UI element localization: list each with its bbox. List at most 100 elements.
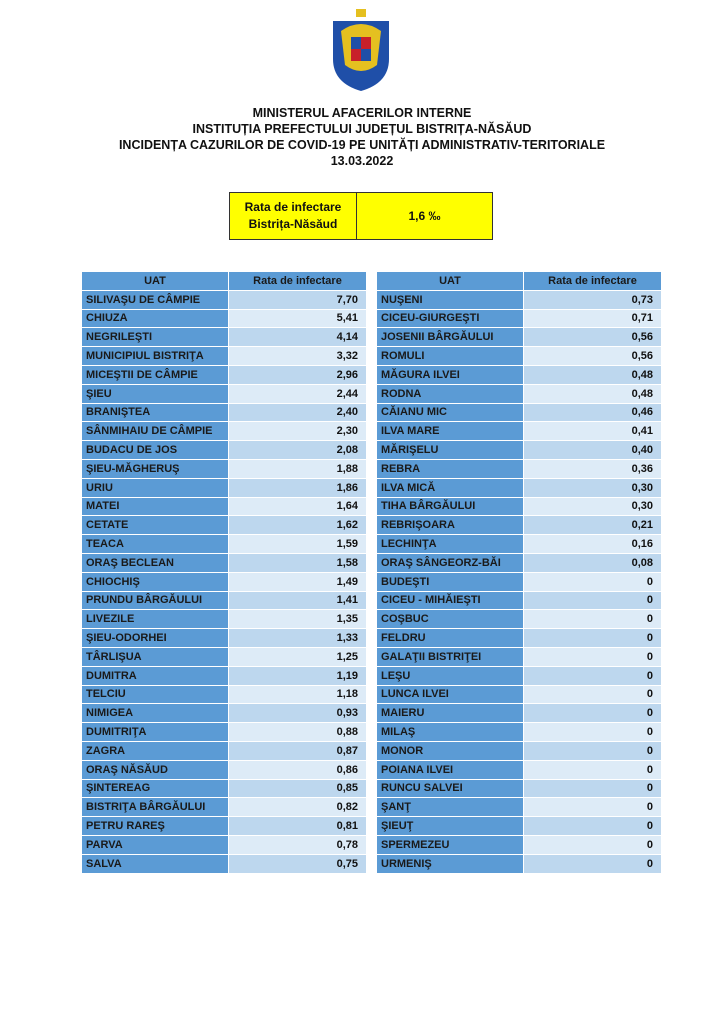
table-row: MUNICIPIUL BISTRIŢA 3,32 bbox=[81, 346, 367, 366]
table-row: NEGRILEŞTI 4,14 bbox=[81, 327, 367, 348]
table-row: SÂNMIHAIU DE CÂMPIE 2,30 bbox=[81, 421, 367, 442]
infection-rate: 0,71 bbox=[523, 308, 662, 329]
infection-rate: 1,33 bbox=[228, 628, 367, 648]
uat-name: POIANA ILVEI bbox=[376, 759, 524, 780]
infection-rate: 1,35 bbox=[228, 609, 367, 630]
uat-name: NUŞENI bbox=[376, 289, 524, 310]
table-row: BUDEŞTI 0 bbox=[376, 571, 662, 592]
infection-rate: 1,86 bbox=[228, 477, 367, 498]
table-row: REBRA 0,36 bbox=[376, 458, 662, 479]
uat-name: MONOR bbox=[376, 740, 524, 761]
uat-name: PRUNDU BÂRGĂULUI bbox=[81, 590, 229, 611]
uat-name: ORAŞ SÂNGEORZ-BĂI bbox=[376, 552, 524, 573]
infection-rate: 0 bbox=[523, 646, 662, 667]
infection-rate: 0 bbox=[523, 853, 662, 874]
ministry-title: MINISTERUL AFACERILOR INTERNE bbox=[252, 106, 472, 120]
uat-name: TELCIU bbox=[81, 684, 229, 705]
infection-rate: 0 bbox=[523, 759, 662, 780]
infection-rate: 0,46 bbox=[523, 402, 662, 423]
infection-rate: 0,56 bbox=[523, 327, 662, 348]
institution-title: INSTITUȚIA PREFECTULUI JUDEȚUL BISTRIȚA-… bbox=[192, 122, 532, 136]
uat-name: GALAŢII BISTRIŢEI bbox=[376, 646, 524, 667]
uat-name: RODNA bbox=[376, 383, 524, 404]
table-row: ORAŞ SÂNGEORZ-BĂI 0,08 bbox=[376, 552, 662, 573]
infection-rate: 0,16 bbox=[523, 534, 662, 554]
table-row: ŞIEUŢ 0 bbox=[376, 816, 662, 836]
infection-rate: 0,81 bbox=[228, 816, 367, 836]
uat-name: LEŞU bbox=[376, 665, 524, 686]
infection-rate: 0,73 bbox=[523, 289, 662, 310]
table-row: CHIUZA 5,41 bbox=[81, 308, 367, 329]
infection-rate: 5,41 bbox=[228, 308, 367, 329]
infection-rate: 1,62 bbox=[228, 515, 367, 536]
table-row: URIU 1,86 bbox=[81, 477, 367, 498]
uat-name: BRANIŞTEA bbox=[81, 402, 229, 423]
infection-rate: 2,08 bbox=[228, 440, 367, 460]
uat-name: SÂNMIHAIU DE CÂMPIE bbox=[81, 421, 229, 442]
table-row: ŞIEU-ODORHEI 1,33 bbox=[81, 628, 367, 648]
table-row: CĂIANU MIC 0,46 bbox=[376, 402, 662, 423]
table-row: CICEU-GIURGEŞTI 0,71 bbox=[376, 308, 662, 329]
table-row: BISTRIŢA BÂRGĂULUI 0,82 bbox=[81, 797, 367, 818]
uat-name: TEACA bbox=[81, 534, 229, 554]
report-title: INCIDENȚA CAZURILOR DE COVID-19 PE UNITĂ… bbox=[118, 138, 606, 152]
infection-rate: 0,86 bbox=[228, 759, 367, 780]
uat-name: NEGRILEŞTI bbox=[81, 327, 229, 348]
column-header-rate: Rata de infectare bbox=[523, 271, 662, 291]
infection-rate: 0 bbox=[523, 590, 662, 611]
table-row: COŞBUC 0 bbox=[376, 609, 662, 630]
table-row: ŞANŢ 0 bbox=[376, 797, 662, 818]
table-row: ŞIEU-MĂGHERUŞ 1,88 bbox=[81, 458, 367, 479]
infection-rate: 0 bbox=[523, 571, 662, 592]
infection-rate: 1,18 bbox=[228, 684, 367, 705]
table-row: ŞINTEREAG 0,85 bbox=[81, 778, 367, 799]
table-row: CICEU - MIHĂIEŞTI 0 bbox=[376, 590, 662, 611]
uat-name: URIU bbox=[81, 477, 229, 498]
rate-label-line1: Rata de infectare bbox=[244, 200, 342, 214]
infection-rate: 0 bbox=[523, 778, 662, 799]
table-row: ORAŞ BECLEAN 1,58 bbox=[81, 552, 367, 573]
uat-name: TIHA BÂRGĂULUI bbox=[376, 496, 524, 517]
table-row: REBRIŞOARA 0,21 bbox=[376, 515, 662, 536]
uat-name: REBRA bbox=[376, 458, 524, 479]
table-row: NIMIGEA 0,93 bbox=[81, 703, 367, 724]
table-row: ŞIEU 2,44 bbox=[81, 383, 367, 404]
infection-rate: 0,40 bbox=[523, 440, 662, 460]
infection-rate: 4,14 bbox=[228, 327, 367, 348]
table-row: ORAŞ NĂSĂUD 0,86 bbox=[81, 759, 367, 780]
uat-name: LIVEZILE bbox=[81, 609, 229, 630]
infection-rate: 0 bbox=[523, 703, 662, 724]
uat-name: COŞBUC bbox=[376, 609, 524, 630]
uat-name: FELDRU bbox=[376, 628, 524, 648]
table-row: MICEŞTII DE CÂMPIE 2,96 bbox=[81, 364, 367, 385]
rate-label-line2: Bistrița-Năsăud bbox=[248, 217, 338, 231]
uat-name: MĂRIŞELU bbox=[376, 440, 524, 460]
infection-rate: 0,48 bbox=[523, 383, 662, 404]
table-row: ILVA MARE 0,41 bbox=[376, 421, 662, 442]
table-row: RODNA 0,48 bbox=[376, 383, 662, 404]
infection-rate: 0,93 bbox=[228, 703, 367, 724]
uat-name: RUNCU SALVEI bbox=[376, 778, 524, 799]
table-row: BUDACU DE JOS 2,08 bbox=[81, 440, 367, 460]
table-row: LIVEZILE 1,35 bbox=[81, 609, 367, 630]
uat-name: JOSENII BÂRGĂULUI bbox=[376, 327, 524, 348]
infection-rate: 0,88 bbox=[228, 722, 367, 742]
uat-name: BISTRIŢA BÂRGĂULUI bbox=[81, 797, 229, 818]
infection-rate: 0,82 bbox=[228, 797, 367, 818]
infection-rate: 3,32 bbox=[228, 346, 367, 366]
uat-name: SPERMEZEU bbox=[376, 834, 524, 855]
table-row: MĂGURA ILVEI 0,48 bbox=[376, 364, 662, 385]
uat-name: ZAGRA bbox=[81, 740, 229, 761]
infection-rate: 0 bbox=[523, 740, 662, 761]
county-rate-value: 1,6 ‰ bbox=[408, 209, 441, 223]
infection-rate: 1,49 bbox=[228, 571, 367, 592]
infection-rate: 0,78 bbox=[228, 834, 367, 855]
table-row: TIHA BÂRGĂULUI 0,30 bbox=[376, 496, 662, 517]
uat-name: ŞIEU bbox=[81, 383, 229, 404]
table-row: CHIOCHIŞ 1,49 bbox=[81, 571, 367, 592]
table-row: BRANIŞTEA 2,40 bbox=[81, 402, 367, 423]
infection-rate: 0,30 bbox=[523, 477, 662, 498]
infection-rate: 1,41 bbox=[228, 590, 367, 611]
table-row: ZAGRA 0,87 bbox=[81, 740, 367, 761]
